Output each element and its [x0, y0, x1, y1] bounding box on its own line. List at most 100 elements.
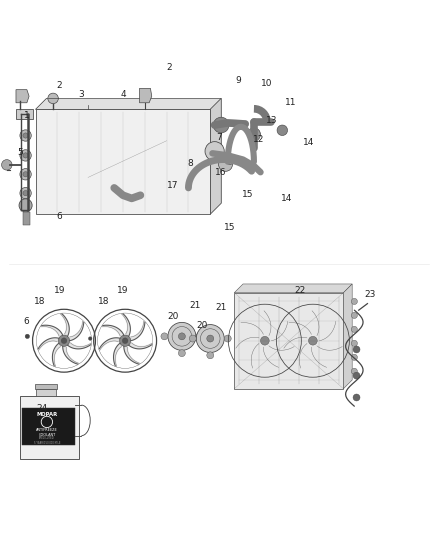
Text: 2: 2: [57, 81, 63, 90]
Text: 17: 17: [167, 181, 179, 190]
Circle shape: [351, 312, 357, 318]
Circle shape: [61, 338, 67, 344]
Polygon shape: [99, 338, 120, 350]
Text: 15: 15: [224, 223, 236, 232]
Circle shape: [20, 188, 31, 199]
Text: 13: 13: [265, 116, 277, 125]
Text: 14: 14: [281, 195, 292, 203]
Circle shape: [351, 326, 357, 333]
Circle shape: [261, 336, 269, 345]
Polygon shape: [63, 346, 79, 364]
Circle shape: [247, 128, 261, 141]
Polygon shape: [140, 88, 152, 103]
Circle shape: [25, 334, 29, 338]
Text: 12: 12: [253, 135, 264, 144]
Text: 19: 19: [54, 286, 65, 295]
Bar: [21, 408, 75, 445]
Bar: [16, 109, 33, 119]
Text: 21: 21: [189, 301, 201, 310]
Circle shape: [178, 333, 185, 340]
Text: PREDILUTED
5 YEAR/150,000 MILE: PREDILUTED 5 YEAR/150,000 MILE: [34, 436, 60, 445]
Text: 10: 10: [261, 79, 273, 87]
Circle shape: [277, 125, 288, 135]
Text: 14: 14: [303, 138, 314, 147]
Text: 18: 18: [34, 297, 46, 306]
Text: 4: 4: [120, 90, 126, 99]
Polygon shape: [67, 343, 91, 349]
Circle shape: [20, 150, 31, 161]
Circle shape: [23, 133, 28, 138]
Polygon shape: [70, 321, 84, 341]
Polygon shape: [122, 314, 131, 336]
Circle shape: [189, 335, 196, 342]
Polygon shape: [35, 99, 221, 109]
Circle shape: [20, 130, 31, 141]
Text: 21: 21: [215, 303, 227, 312]
Circle shape: [219, 157, 233, 171]
Text: 7: 7: [216, 133, 222, 142]
Text: 2: 2: [166, 63, 172, 72]
Circle shape: [58, 335, 70, 346]
Polygon shape: [124, 346, 140, 364]
Circle shape: [122, 338, 128, 344]
Polygon shape: [53, 343, 60, 367]
Circle shape: [88, 337, 92, 340]
Circle shape: [196, 325, 224, 352]
Text: 24: 24: [36, 404, 48, 413]
Polygon shape: [210, 99, 221, 214]
Circle shape: [205, 142, 224, 161]
Circle shape: [23, 153, 28, 158]
Polygon shape: [102, 325, 124, 336]
Text: MOPAR: MOPAR: [36, 412, 57, 417]
Circle shape: [213, 117, 229, 133]
Polygon shape: [131, 321, 145, 341]
Circle shape: [2, 159, 12, 170]
Circle shape: [353, 346, 360, 353]
Circle shape: [207, 352, 214, 359]
Text: 18: 18: [98, 297, 109, 306]
Circle shape: [225, 155, 235, 164]
Circle shape: [178, 350, 185, 357]
Text: ANTIFREEZE
COOLANT: ANTIFREEZE COOLANT: [36, 428, 58, 437]
Text: 23: 23: [364, 290, 375, 300]
Circle shape: [351, 340, 357, 346]
Polygon shape: [41, 325, 63, 336]
Circle shape: [23, 172, 28, 177]
Polygon shape: [234, 293, 343, 389]
Text: 11: 11: [285, 98, 297, 107]
Circle shape: [308, 336, 317, 345]
Circle shape: [353, 372, 360, 379]
Circle shape: [224, 335, 231, 342]
Circle shape: [351, 368, 357, 374]
Text: 22: 22: [294, 286, 305, 295]
Circle shape: [207, 335, 214, 342]
Circle shape: [161, 333, 168, 340]
Circle shape: [353, 394, 360, 401]
Bar: [23, 212, 30, 225]
Text: 3: 3: [78, 90, 85, 99]
Text: 1: 1: [24, 111, 30, 120]
Polygon shape: [16, 90, 29, 103]
Text: 5: 5: [18, 149, 23, 157]
Polygon shape: [343, 284, 352, 389]
Circle shape: [19, 199, 32, 212]
Bar: [35, 384, 57, 389]
Bar: [36, 389, 56, 396]
Polygon shape: [38, 338, 59, 350]
Circle shape: [48, 93, 58, 103]
Polygon shape: [60, 314, 69, 336]
Circle shape: [168, 322, 196, 350]
Text: 8: 8: [188, 159, 194, 168]
Circle shape: [351, 298, 357, 304]
Bar: [35, 109, 210, 214]
Bar: [20, 396, 79, 458]
Circle shape: [23, 190, 28, 196]
Circle shape: [351, 354, 357, 360]
Polygon shape: [129, 343, 152, 349]
Text: 20: 20: [167, 312, 179, 321]
Circle shape: [20, 168, 31, 180]
Text: 6: 6: [57, 212, 63, 221]
Circle shape: [120, 335, 131, 346]
Text: 15: 15: [242, 190, 253, 199]
Text: 6: 6: [23, 317, 29, 326]
